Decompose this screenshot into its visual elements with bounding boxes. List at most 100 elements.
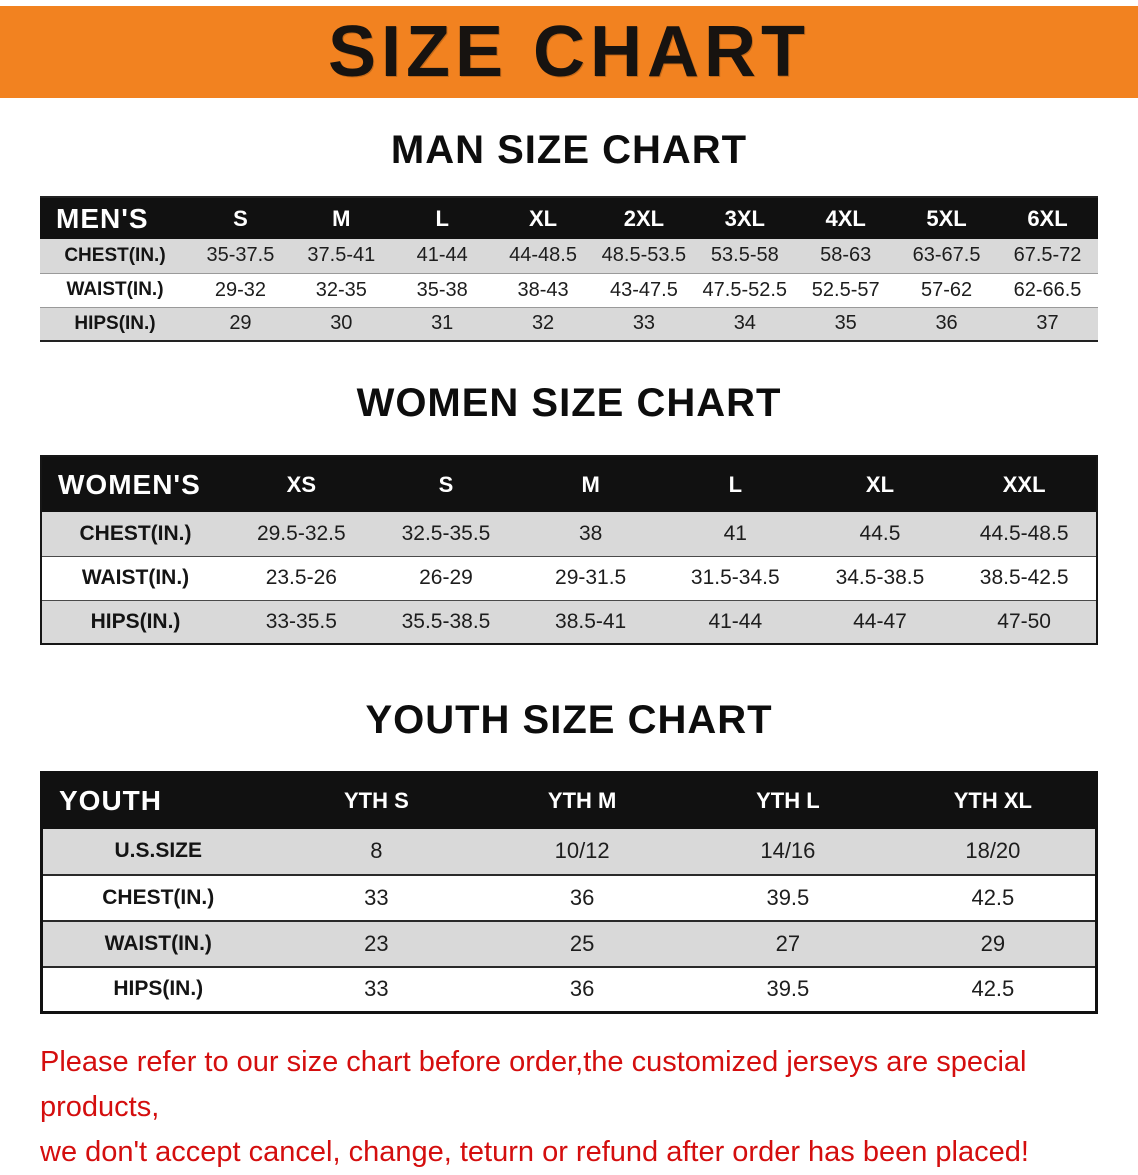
row-label-cell: CHEST(IN.) xyxy=(102,885,215,909)
row-label-cell: HIPS(IN.) xyxy=(74,312,156,334)
size-header-cell: YTH L xyxy=(685,772,891,829)
value-cell: 35 xyxy=(834,312,857,335)
women-size-table: WOMEN'S XS S M L XL XXL CHEST(IN.) 29.5-32.5 32.5… xyxy=(40,455,1098,645)
row-label-cell: CHEST(IN.) xyxy=(79,521,192,545)
size-header-cell: S xyxy=(190,197,291,239)
value-cell: 8 xyxy=(370,838,383,863)
row-label-cell: HIPS(IN.) xyxy=(113,977,204,1001)
size-chart-page: SIZE CHART MAN SIZE CHART MEN'S S M L XL 2XL 3… xyxy=(0,6,1138,1175)
table-header-row: WOMEN'S XS S M L XL XXL xyxy=(41,456,1097,512)
value-cell: 44.5-48.5 xyxy=(979,521,1069,545)
size-header-cell: YTH M xyxy=(479,772,685,829)
value-cell: 41-44 xyxy=(416,244,468,267)
value-cell: 33 xyxy=(632,312,656,335)
table-row: WAIST(IN.) 23 25 27 29 xyxy=(41,920,1097,967)
banner: SIZE CHART xyxy=(0,6,1138,98)
disclaimer: Please refer to our size chart before or… xyxy=(40,1040,1098,1175)
value-cell: 30 xyxy=(330,312,353,335)
size-header-cell: YTH S xyxy=(273,772,480,829)
value-cell: 63-67.5 xyxy=(912,244,981,267)
table-header-row: YOUTH YTH S YTH M YTH L YTH XL xyxy=(41,772,1097,829)
men-size-table: MEN'S S M L XL 2XL 3XL 4XL 5XL 6XL CHEST(IN.) 35-37… xyxy=(40,196,1098,342)
value-cell: 33 xyxy=(364,976,389,1002)
value-cell: 38-43 xyxy=(517,278,569,301)
size-header-cell: 5XL xyxy=(896,197,997,239)
value-cell: 10/12 xyxy=(554,838,610,863)
size-header-cell: XXL xyxy=(952,456,1097,512)
table-title-cell: MEN'S xyxy=(40,197,190,239)
value-cell: 14/16 xyxy=(760,838,816,863)
value-cell: 42.5 xyxy=(971,976,1015,1002)
value-cell: 27 xyxy=(775,930,801,956)
women-section: WOMEN SIZE CHART WOMEN'S XS S M L XL XXL CHEST(… xyxy=(0,381,1138,645)
youth-size-table: YOUTH YTH S YTH M YTH L YTH XL U.S.SIZE 8 10/12… xyxy=(40,771,1098,1014)
value-cell: 44.5 xyxy=(859,521,901,545)
value-cell: 29-31.5 xyxy=(555,566,627,589)
value-cell: 38.5-41 xyxy=(555,609,627,633)
value-cell: 36 xyxy=(935,312,958,335)
value-cell: 42.5 xyxy=(971,884,1015,910)
value-cell: 23.5-26 xyxy=(265,566,337,589)
table-row: U.S.SIZE 8 10/12 14/16 18/20 xyxy=(41,828,1097,875)
table-title-cell: YOUTH xyxy=(41,772,274,829)
size-header-cell: L xyxy=(662,456,808,512)
value-cell: 34.5-38.5 xyxy=(835,566,925,589)
disclaimer-line1: Please refer to our size chart before or… xyxy=(40,1046,1027,1123)
value-cell: 62-66.5 xyxy=(1013,278,1082,301)
value-cell: 32-35 xyxy=(315,278,367,301)
value-cell: 47-50 xyxy=(997,609,1051,633)
value-cell: 31.5-34.5 xyxy=(690,566,780,589)
value-cell: 32 xyxy=(531,312,555,335)
value-cell: 32.5-35.5 xyxy=(401,521,491,545)
table-row: HIPS(IN.) 29 30 31 32 33 34 35 36 37 xyxy=(40,307,1098,341)
size-header-cell: 4XL xyxy=(795,197,897,239)
size-header-cell: XL xyxy=(807,456,953,512)
value-cell: 31 xyxy=(431,312,454,335)
value-cell: 58-63 xyxy=(820,244,872,267)
value-cell: 25 xyxy=(569,930,595,956)
value-cell: 26-29 xyxy=(419,566,473,589)
value-cell: 34 xyxy=(733,312,756,335)
size-header-cell: M xyxy=(290,197,392,239)
row-label-cell: WAIST(IN.) xyxy=(66,279,164,300)
value-cell: 41-44 xyxy=(708,609,763,633)
value-cell: 57-62 xyxy=(920,278,973,301)
value-cell: 33-35.5 xyxy=(265,609,337,633)
value-cell: 67.5-72 xyxy=(1013,244,1082,267)
value-cell: 35-37.5 xyxy=(206,244,275,267)
value-cell: 35-38 xyxy=(416,278,468,301)
size-header-cell: L xyxy=(391,197,493,239)
table-row: WAIST(IN.) 29-32 32-35 35-38 38-43 43-47.5 47.… xyxy=(40,273,1098,307)
value-cell: 36 xyxy=(569,976,595,1002)
value-cell: 44-48.5 xyxy=(509,244,577,267)
value-cell: 23 xyxy=(364,930,389,956)
size-header-cell: YTH XL xyxy=(890,772,1097,829)
row-label-cell: HIPS(IN.) xyxy=(90,609,181,633)
row-label-cell: WAIST(IN.) xyxy=(81,566,190,589)
men-section: MAN SIZE CHART MEN'S S M L XL 2XL 3XL 4XL 5XL 6XL… xyxy=(0,128,1138,342)
value-cell: 29-32 xyxy=(214,278,267,301)
women-heading: WOMEN SIZE CHART xyxy=(356,381,782,425)
value-cell: 53.5-58 xyxy=(710,244,779,267)
table-row: HIPS(IN.) 33-35.5 35.5-38.5 38.5-41 41-44 44-… xyxy=(41,600,1097,644)
table-title-cell: WOMEN'S xyxy=(41,456,229,512)
table-row: HIPS(IN.) 33 36 39.5 42.5 xyxy=(41,966,1097,1013)
youth-section: YOUTH SIZE CHART YOUTH YTH S YTH M YTH L YTH… xyxy=(0,698,1138,1014)
value-cell: 29 xyxy=(980,930,1006,956)
value-cell: 39.5 xyxy=(766,976,810,1002)
size-header-cell: 3XL xyxy=(694,197,796,239)
value-cell: 37 xyxy=(1036,312,1059,335)
value-cell: 48.5-53.5 xyxy=(601,244,687,267)
value-cell: 39.5 xyxy=(766,884,810,910)
size-header-cell: XL xyxy=(492,197,594,239)
size-header-cell: S xyxy=(373,456,519,512)
value-cell: 52.5-57 xyxy=(811,278,880,301)
page-title: SIZE CHART xyxy=(328,12,810,92)
row-label-cell: CHEST(IN.) xyxy=(64,244,166,266)
size-header-cell: 6XL xyxy=(997,197,1098,239)
value-cell: 33 xyxy=(364,884,389,910)
value-cell: 35.5-38.5 xyxy=(401,609,491,633)
disclaimer-line2: we don't accept cancel, change, teturn o… xyxy=(40,1135,1029,1168)
value-cell: 37.5-41 xyxy=(307,244,376,267)
value-cell: 47.5-52.5 xyxy=(702,278,788,301)
